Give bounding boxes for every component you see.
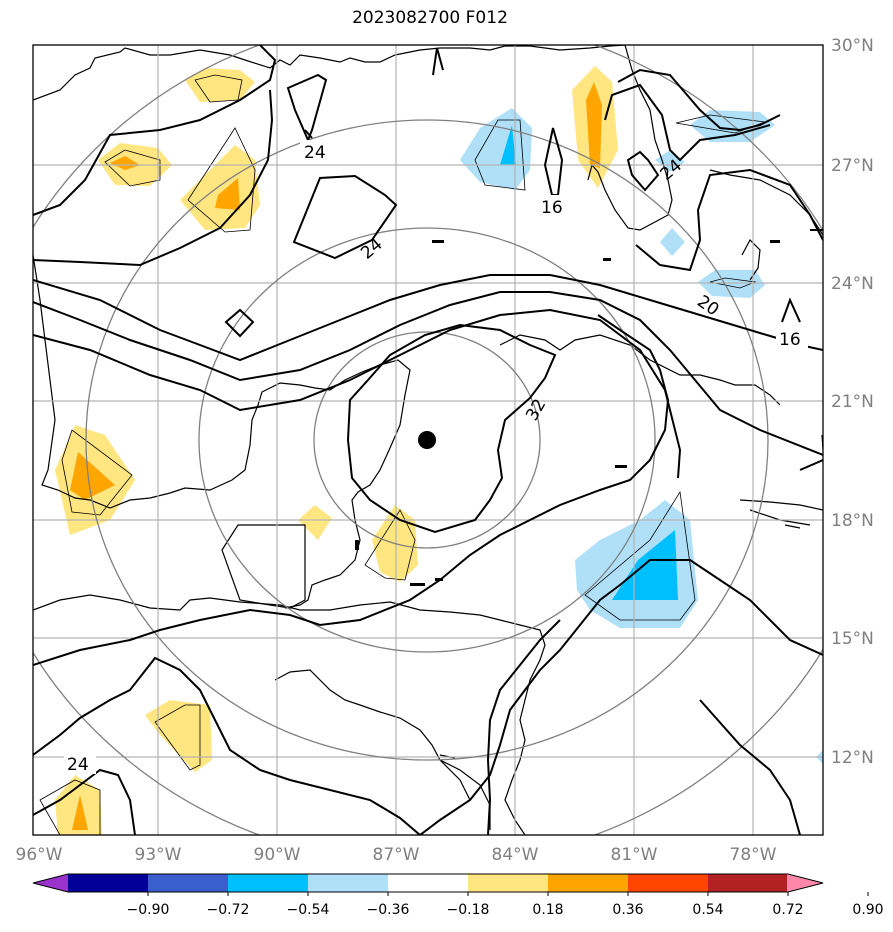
lon-tick-label: 87°W — [373, 845, 420, 865]
shade-outlines — [39, 74, 766, 835]
range-rings — [33, 45, 823, 835]
lon-tick-label: 78°W — [730, 845, 777, 865]
colorbar-tick-label: 0.54 — [692, 902, 723, 918]
colorbar-segment — [708, 874, 789, 892]
colorbar-outline — [32, 873, 824, 893]
shade-lightblue — [698, 270, 765, 298]
colorbar-tick-label: −0.54 — [287, 902, 330, 918]
shade-lightblue — [690, 110, 775, 142]
lat-tick-labels: 30°N 27°N 24°N 21°N 18°N 15°N 12°N — [831, 36, 874, 768]
contours — [33, 45, 823, 835]
colorbar-tick-label: 0.72 — [772, 902, 803, 918]
shade-yellow — [185, 68, 255, 102]
storm-center-marker — [418, 431, 436, 449]
colorbar-segment — [548, 874, 629, 892]
colorbar-segment — [68, 874, 149, 892]
shade-orange — [215, 178, 240, 210]
map-title: 2023082700 F012 — [352, 8, 508, 28]
shade-cyan — [500, 125, 516, 165]
lon-tick-label: 90°W — [254, 845, 301, 865]
colorbar-tick-label: 0.90 — [852, 902, 883, 918]
colorbar-segment — [228, 874, 309, 892]
colorbar-extend-high — [787, 874, 823, 892]
contour-label: 16 — [779, 330, 801, 350]
lat-tick-label: 24°N — [831, 274, 874, 294]
shade-lightblue — [655, 150, 685, 172]
colorbar-tick-label: −0.72 — [207, 902, 250, 918]
shade-orange — [586, 82, 602, 168]
colorbar-tick-label: −0.36 — [367, 902, 410, 918]
contour-label: 24 — [304, 143, 326, 163]
lat-tick-label: 18°N — [831, 511, 874, 531]
colorbar-segment — [388, 874, 469, 892]
contour-label: 16 — [541, 198, 563, 218]
colorbar: −0.90 −0.72 −0.54 −0.36 −0.18 0.18 0.36 0.54 0.7… — [32, 873, 884, 918]
shade-orange — [110, 156, 140, 170]
colorbar-tick-label: 0.18 — [532, 902, 563, 918]
lat-tick-label: 27°N — [831, 156, 874, 176]
lat-tick-label: 30°N — [831, 36, 874, 56]
lon-tick-label: 84°W — [492, 845, 539, 865]
shade-lightblue — [660, 228, 685, 256]
colorbar-tick-label: −0.18 — [447, 902, 490, 918]
lon-tick-label: 96°W — [16, 845, 63, 865]
shade-orange — [70, 452, 115, 500]
colorbar-segment — [468, 874, 549, 892]
map-border — [32, 44, 824, 836]
shade-yellow — [298, 505, 332, 540]
shade-lightblue — [460, 108, 532, 190]
gridlines — [33, 45, 823, 835]
lat-tick-label: 12°N — [831, 748, 874, 768]
coastlines — [33, 45, 823, 835]
colorbar-tick-label: 0.36 — [612, 902, 643, 918]
lat-tick-label: 15°N — [831, 629, 874, 649]
lon-tick-label: 81°W — [611, 845, 658, 865]
colorbar-tick-label: −0.90 — [127, 902, 170, 918]
shade-yellow — [180, 145, 260, 230]
colorbar-extend-low — [33, 874, 69, 892]
colorbar-segment — [308, 874, 389, 892]
shade-orange — [72, 795, 88, 830]
lat-tick-label: 21°N — [831, 392, 874, 412]
contour-label: 24 — [67, 755, 89, 775]
lon-tick-label: 93°W — [135, 845, 182, 865]
lon-tick-labels: 96°W 93°W 90°W 87°W 84°W 81°W 78°W — [16, 845, 777, 865]
colorbar-segment — [148, 874, 229, 892]
colorbar-segment — [628, 874, 709, 892]
